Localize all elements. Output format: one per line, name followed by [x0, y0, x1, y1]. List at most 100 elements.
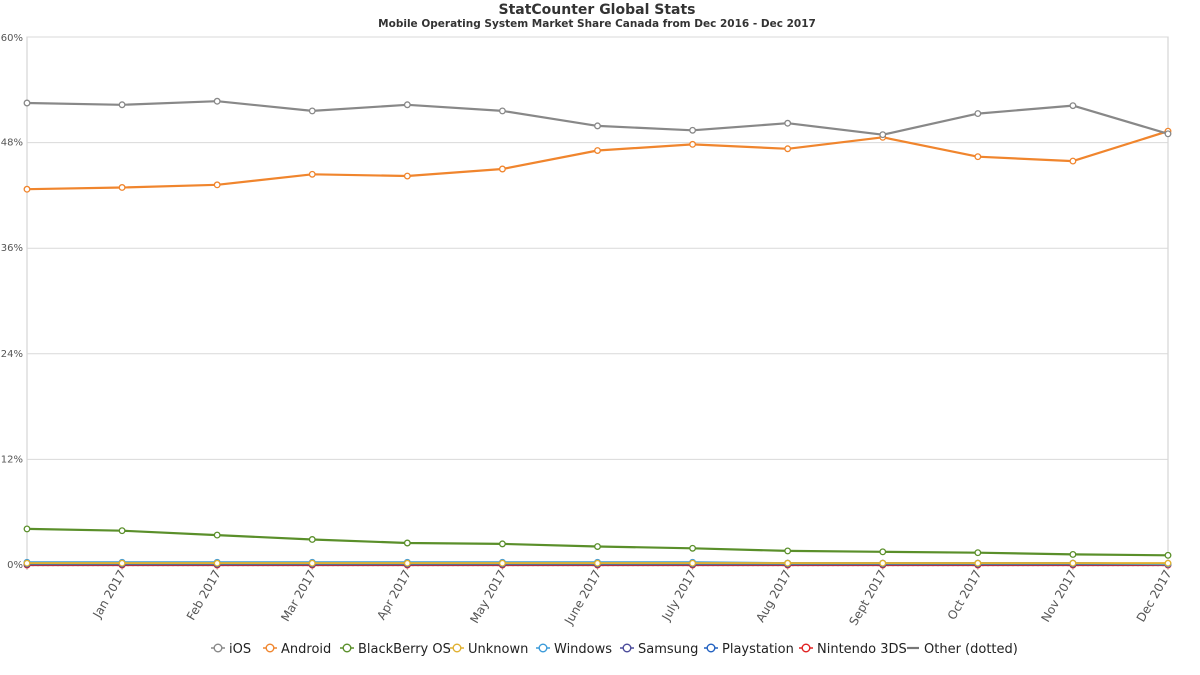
x-tick-label: May 2017: [467, 568, 509, 626]
legend-marker: [265, 643, 275, 653]
legend-label: Unknown: [468, 642, 528, 657]
data-point: [1069, 550, 1077, 558]
data-point: [213, 97, 221, 105]
y-axis: 0% 12% 24% 36% 48% 60%: [1, 33, 23, 571]
legend-label: BlackBerry OS: [358, 642, 451, 657]
data-point: [498, 107, 506, 115]
legend-marker: [452, 643, 462, 653]
x-tick-label: Mar 2017: [278, 568, 319, 624]
data-point: [1069, 102, 1077, 110]
y-tick-label: 12%: [1, 454, 23, 465]
legend-marker: [213, 643, 223, 653]
legend-item: Unknown: [450, 642, 528, 657]
legend-item: Playstation: [704, 642, 794, 657]
data-point: [118, 184, 126, 191]
x-tick-label: July 2017: [659, 568, 700, 624]
legend-item: iOS: [211, 642, 251, 657]
data-point: [974, 153, 982, 161]
data-point: [689, 140, 697, 148]
legend-item: BlackBerry OS: [340, 642, 451, 657]
data-point: [784, 119, 792, 127]
data-point: [213, 559, 221, 567]
data-point: [689, 544, 697, 552]
legend-label: Other (dotted): [924, 642, 1018, 657]
data-point: [1164, 130, 1172, 138]
data-point: [594, 147, 601, 154]
data-point: [689, 559, 697, 567]
data-point: [594, 559, 601, 567]
data-point: [23, 525, 31, 533]
grid: [26, 36, 1169, 566]
data-point: [784, 547, 792, 555]
data-point: [1069, 157, 1077, 165]
x-tick-label: Jan 2017: [90, 568, 129, 622]
x-tick-label: Feb 2017: [184, 568, 224, 623]
legend-marker: [706, 643, 716, 653]
y-tick-label: 0%: [7, 560, 23, 571]
data-point: [23, 559, 31, 567]
data-point: [118, 559, 126, 567]
data-point: [403, 539, 411, 547]
x-axis: Jan 2017 Feb 2017 Mar 2017 Apr 2017 May 2017…: [26, 565, 1175, 628]
data-point: [213, 181, 221, 189]
data-point: [879, 559, 887, 567]
data-point: [1164, 551, 1172, 559]
legend-item: Samsung: [620, 642, 698, 657]
data-point: [403, 101, 411, 109]
legend-marker: [538, 643, 548, 653]
legend: iOS Android BlackBerry OS Unknown Windows Sam…: [211, 642, 1018, 657]
data-point: [1164, 559, 1172, 567]
data-point: [308, 536, 316, 543]
data-point: [784, 559, 792, 567]
legend-label: Playstation: [722, 642, 794, 657]
y-tick-label: 36%: [1, 243, 23, 254]
legend-item: Other (dotted): [907, 642, 1018, 657]
plot-frame: [26, 36, 1169, 566]
legend-label: Android: [281, 642, 331, 657]
y-tick-label: 48%: [1, 138, 23, 149]
data-point: [1069, 559, 1077, 567]
legend-item: Windows: [536, 642, 612, 657]
data-point: [879, 548, 887, 556]
data-point: [498, 559, 506, 567]
data-point: [213, 531, 221, 539]
data-point: [23, 99, 31, 107]
legend-marker: [622, 643, 632, 653]
x-tick-label: Apr 2017: [374, 568, 414, 623]
legend-item: Nintendo 3DS: [799, 642, 907, 657]
x-tick-label: Oct 2017: [945, 567, 985, 622]
legend-label: Samsung: [638, 642, 698, 657]
series-line-ios: [26, 100, 1169, 136]
data-point: [308, 170, 316, 178]
data-point: [498, 540, 506, 548]
legend-item: Android: [263, 642, 331, 657]
legend-label: Nintendo 3DS: [817, 642, 907, 657]
data-point: [308, 559, 316, 567]
data-point: [594, 122, 601, 130]
data-point: [118, 101, 126, 109]
data-point: [974, 549, 982, 557]
y-tick-label: 60%: [1, 33, 23, 44]
data-point: [974, 110, 982, 118]
x-tick-label: June 2017: [561, 568, 604, 628]
series-line-blackberry-os: [26, 527, 1169, 557]
data-point: [308, 107, 316, 115]
legend-label: iOS: [229, 642, 251, 657]
data-point: [689, 126, 697, 134]
x-tick-label: Aug 2017: [753, 568, 794, 625]
series-line-android: [26, 130, 1169, 191]
chart-subtitle: Mobile Operating System Market Share Can…: [378, 18, 816, 30]
data-point: [118, 527, 126, 535]
data-point: [498, 165, 506, 173]
chart-title: StatCounter Global Stats: [498, 2, 695, 18]
data-point: [879, 131, 887, 139]
data-point: [974, 559, 982, 567]
y-tick-label: 24%: [1, 349, 23, 360]
legend-label: Windows: [554, 642, 612, 657]
data-point: [403, 559, 411, 567]
x-tick-label: Nov 2017: [1038, 568, 1079, 625]
legend-marker: [801, 643, 811, 653]
data-point: [594, 543, 601, 550]
